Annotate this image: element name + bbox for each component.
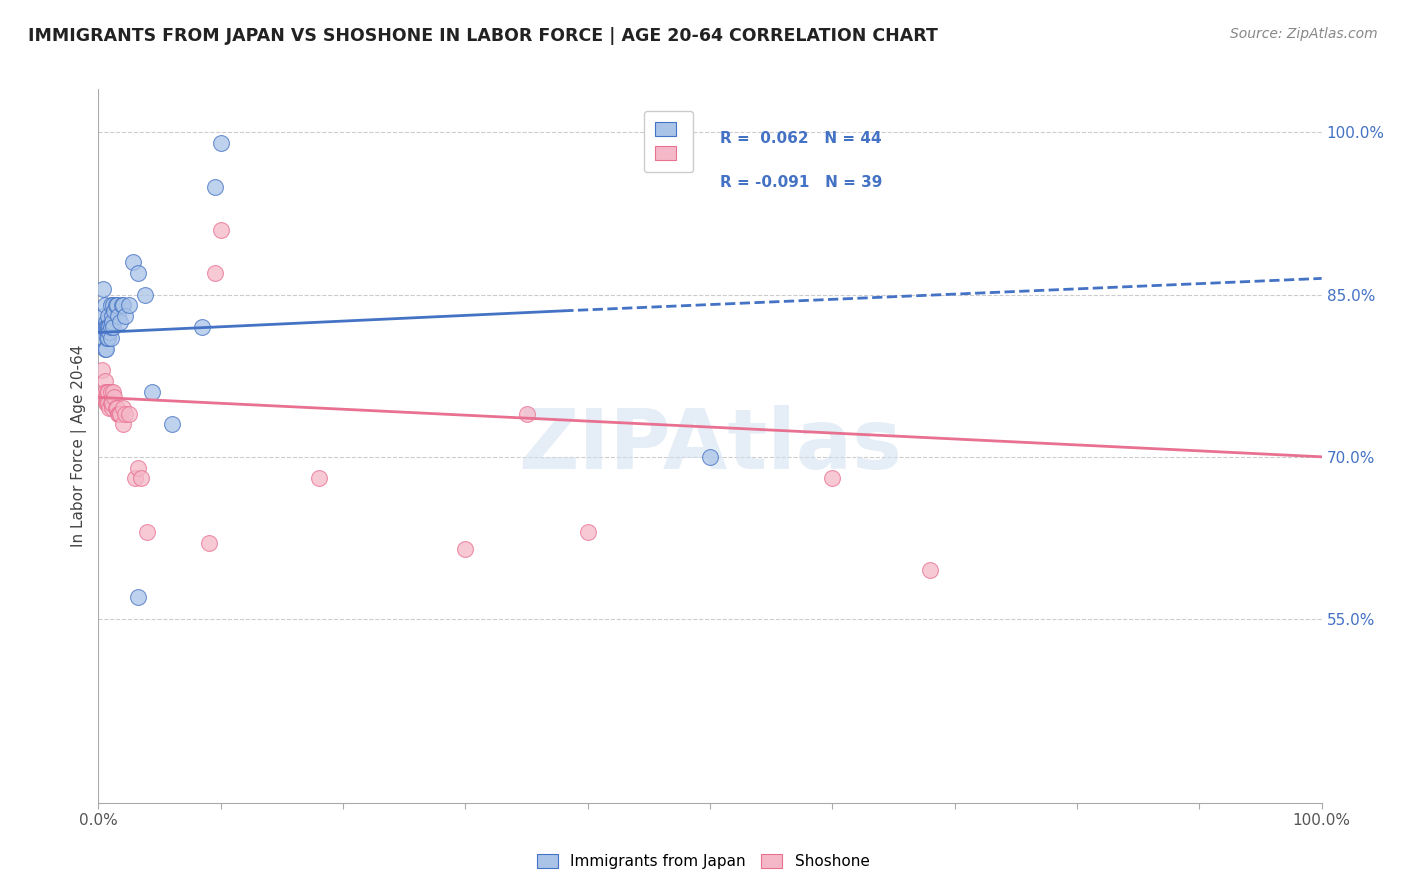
Point <box>129 471 152 485</box>
Point <box>94 315 117 329</box>
Point <box>111 298 134 312</box>
Point <box>100 331 122 345</box>
Point <box>105 401 128 416</box>
Point <box>111 417 134 432</box>
Point <box>96 331 118 345</box>
Text: Source: ZipAtlas.com: Source: ZipAtlas.com <box>1230 27 1378 41</box>
Point <box>93 320 115 334</box>
Point <box>101 320 124 334</box>
Point <box>107 310 129 324</box>
Point <box>114 310 136 324</box>
Point <box>101 401 124 416</box>
Point <box>96 326 118 340</box>
Point <box>121 255 143 269</box>
Point <box>94 342 117 356</box>
Point <box>209 223 232 237</box>
Point <box>134 287 156 301</box>
Point <box>127 460 149 475</box>
Point <box>204 179 226 194</box>
Point <box>103 390 125 404</box>
Point <box>101 315 124 329</box>
Y-axis label: In Labor Force | Age 20-64: In Labor Force | Age 20-64 <box>72 345 87 547</box>
Point <box>821 471 844 485</box>
Point <box>94 320 117 334</box>
Point <box>104 298 127 312</box>
Point <box>96 384 118 399</box>
Text: R = -0.091   N = 39: R = -0.091 N = 39 <box>720 175 882 190</box>
Point <box>454 541 477 556</box>
Point <box>101 298 124 312</box>
Point <box>111 298 134 312</box>
Point <box>576 525 599 540</box>
Point <box>100 298 122 312</box>
Point <box>141 384 163 399</box>
Point <box>920 563 942 577</box>
Point <box>91 390 114 404</box>
Point <box>97 310 120 324</box>
Point <box>308 471 330 485</box>
Point <box>100 396 122 410</box>
Point <box>160 417 183 432</box>
Point <box>97 331 120 345</box>
Point <box>108 407 131 421</box>
Point <box>93 342 115 356</box>
Point <box>101 310 124 324</box>
Point <box>91 320 114 334</box>
Point <box>204 266 226 280</box>
Point <box>110 407 132 421</box>
Legend: Immigrants from Japan, Shoshone: Immigrants from Japan, Shoshone <box>530 847 876 875</box>
Text: ZIPAtlas: ZIPAtlas <box>517 406 903 486</box>
Point <box>191 320 214 334</box>
Point <box>110 315 132 329</box>
Point <box>91 282 114 296</box>
Point <box>107 407 129 421</box>
Point <box>98 326 121 340</box>
Point <box>124 471 146 485</box>
Point <box>91 310 114 324</box>
Point <box>101 396 124 410</box>
Point <box>93 298 115 312</box>
Point <box>98 320 121 334</box>
Point <box>97 320 120 334</box>
Point <box>118 298 141 312</box>
Text: R =  0.062   N = 44: R = 0.062 N = 44 <box>720 130 882 145</box>
Point <box>93 384 115 399</box>
Legend: , : , <box>644 112 693 172</box>
Point <box>96 396 118 410</box>
Point <box>699 450 721 464</box>
Point <box>98 401 121 416</box>
Point <box>118 407 141 421</box>
Point <box>97 396 120 410</box>
Point <box>103 303 125 318</box>
Point <box>127 266 149 280</box>
Point <box>105 298 128 312</box>
Point <box>136 525 159 540</box>
Point <box>91 363 114 377</box>
Point <box>515 407 537 421</box>
Point <box>100 384 122 399</box>
Point <box>127 591 149 605</box>
Point <box>100 320 122 334</box>
Point <box>111 401 134 416</box>
Point <box>104 401 127 416</box>
Point <box>91 331 114 345</box>
Point <box>114 407 136 421</box>
Text: IMMIGRANTS FROM JAPAN VS SHOSHONE IN LABOR FORCE | AGE 20-64 CORRELATION CHART: IMMIGRANTS FROM JAPAN VS SHOSHONE IN LAB… <box>28 27 938 45</box>
Point <box>96 320 118 334</box>
Point <box>94 390 117 404</box>
Point <box>209 136 232 151</box>
Point <box>197 536 219 550</box>
Point <box>101 384 124 399</box>
Point <box>93 374 115 388</box>
Point <box>97 384 120 399</box>
Point <box>94 396 117 410</box>
